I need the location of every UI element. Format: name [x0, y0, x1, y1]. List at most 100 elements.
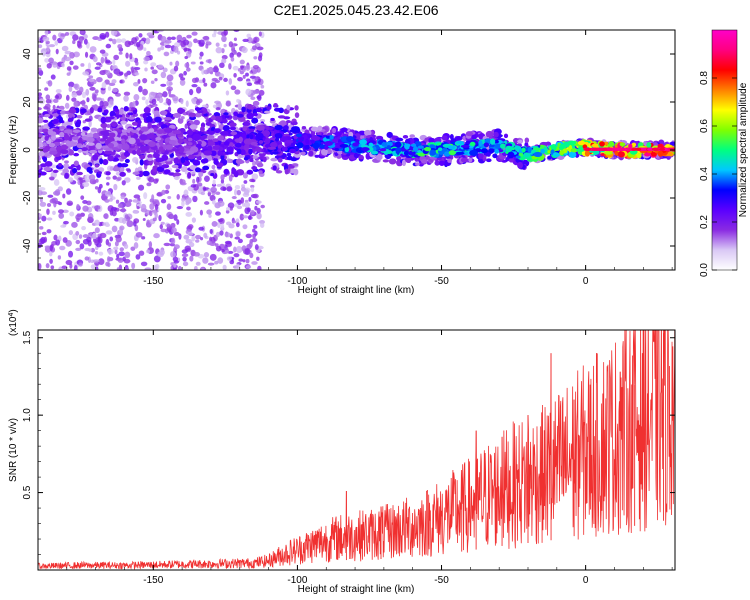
heatmap-cell — [524, 137, 530, 144]
heatmap-cell — [286, 152, 292, 157]
colorbar-tick-label: 0.6 — [699, 119, 710, 133]
heatmap-cell — [178, 146, 185, 153]
heatmap-cell — [38, 128, 44, 133]
heatmap-cell — [483, 142, 490, 148]
heatmap-cell — [68, 230, 74, 236]
chart-title: C2E1.2025.045.23.42.E06 — [273, 2, 438, 18]
heatmap-cell — [84, 51, 89, 58]
heatmap-cell — [460, 144, 470, 148]
heatmap-cell — [131, 262, 136, 270]
heatmap-cell — [190, 184, 197, 188]
heatmap-cell — [171, 164, 179, 169]
heatmap-cell — [135, 254, 141, 260]
snr-y-axis-label: SNR (10 * v/v) — [8, 418, 19, 482]
heatmap-cell — [195, 234, 202, 240]
heatmap-cell — [471, 134, 477, 141]
heatmap-cell — [132, 101, 136, 108]
heatmap-cell — [193, 265, 198, 270]
heatmap-cell — [44, 87, 49, 91]
heatmap-cell — [234, 142, 242, 148]
heatmap-cell — [195, 99, 201, 106]
heatmap-cell — [365, 152, 371, 160]
heatmap-cell — [44, 30, 49, 37]
heatmap-cell — [117, 44, 123, 49]
heatmap-cell — [297, 136, 305, 141]
heatmap-cell — [217, 135, 225, 141]
heatmap-cell — [164, 39, 172, 44]
heatmap-cell — [225, 90, 230, 96]
heatmap-cell — [49, 150, 58, 155]
heatmap-cell — [71, 136, 80, 141]
heatmap-cell — [229, 126, 237, 131]
heatmap-cell — [584, 150, 590, 157]
heatmap-cell — [73, 100, 78, 108]
heatmap-cell — [202, 165, 210, 171]
heatmap-cell — [87, 142, 95, 146]
heatmap-cell — [201, 134, 209, 139]
heatmap-cell — [102, 222, 106, 226]
spectrogram-x-ticks: -150 -100 -50 0 — [37, 30, 673, 287]
heatmap-cell — [38, 165, 42, 170]
heatmap-cell — [163, 116, 172, 121]
heatmap-cell — [226, 186, 233, 192]
heatmap-cell — [63, 133, 69, 138]
heatmap-cell — [385, 141, 393, 147]
heatmap-cell — [160, 221, 165, 225]
heatmap-cell — [631, 142, 637, 147]
heatmap-cell — [136, 148, 141, 156]
heatmap-cell — [135, 231, 143, 238]
heatmap-cell — [214, 100, 221, 105]
heatmap-cell — [183, 70, 187, 76]
heatmap-cell — [227, 250, 234, 254]
heatmap-cell — [646, 142, 652, 148]
heatmap-cell — [38, 44, 43, 49]
heatmap-cell — [195, 261, 201, 266]
heatmap-cell — [223, 141, 230, 146]
heatmap-cell — [340, 127, 348, 133]
heatmap-cell — [181, 200, 185, 208]
heatmap-cell — [177, 138, 183, 144]
spectrogram-y-ticks: -40 -20 0 20 40 — [22, 29, 675, 271]
colorbar-tick-label: 0.0 — [699, 263, 710, 277]
heatmap-cell — [188, 112, 197, 118]
snr-y-ticks: 0.5 1.0 1.5 — [22, 330, 675, 555]
heatmap-cell — [211, 221, 218, 227]
heatmap-cell — [170, 36, 176, 41]
heatmap-cell — [180, 98, 184, 105]
heatmap-cell — [239, 70, 245, 75]
heatmap-cell — [133, 66, 141, 71]
heatmap-cell — [206, 240, 213, 246]
heatmap-cell — [592, 147, 599, 151]
heatmap-cell — [41, 215, 47, 222]
heatmap-cell — [324, 141, 333, 146]
snr-frame — [37, 329, 676, 571]
heatmap-cell — [262, 130, 271, 137]
heatmap-cell — [74, 121, 81, 128]
heatmap-cell — [394, 141, 402, 148]
heatmap-cell — [258, 140, 264, 144]
heatmap-cell — [64, 102, 70, 109]
heatmap-cell — [166, 74, 174, 82]
heatmap-cell — [140, 126, 149, 132]
heatmap-cell — [107, 242, 112, 247]
heatmap-cell — [57, 209, 64, 214]
heatmap-cell — [231, 167, 236, 175]
heatmap-cell — [47, 194, 54, 198]
heatmap-cell — [72, 40, 76, 45]
heatmap-cell — [140, 203, 147, 211]
heatmap-cell — [88, 174, 96, 181]
heatmap-cell — [154, 110, 160, 115]
heatmap-cell — [162, 67, 168, 73]
heatmap-cell — [334, 131, 342, 137]
heatmap-cell — [402, 134, 409, 139]
heatmap-cell — [412, 146, 419, 152]
heatmap-cell — [64, 172, 69, 179]
heatmap-cell — [57, 255, 62, 260]
heatmap-cell — [659, 147, 666, 151]
heatmap-cell — [121, 115, 126, 122]
spectrogram-heatmap — [38, 30, 675, 270]
heatmap-cell — [68, 108, 77, 114]
heatmap-cell — [166, 36, 172, 41]
heatmap-cell — [119, 79, 123, 84]
